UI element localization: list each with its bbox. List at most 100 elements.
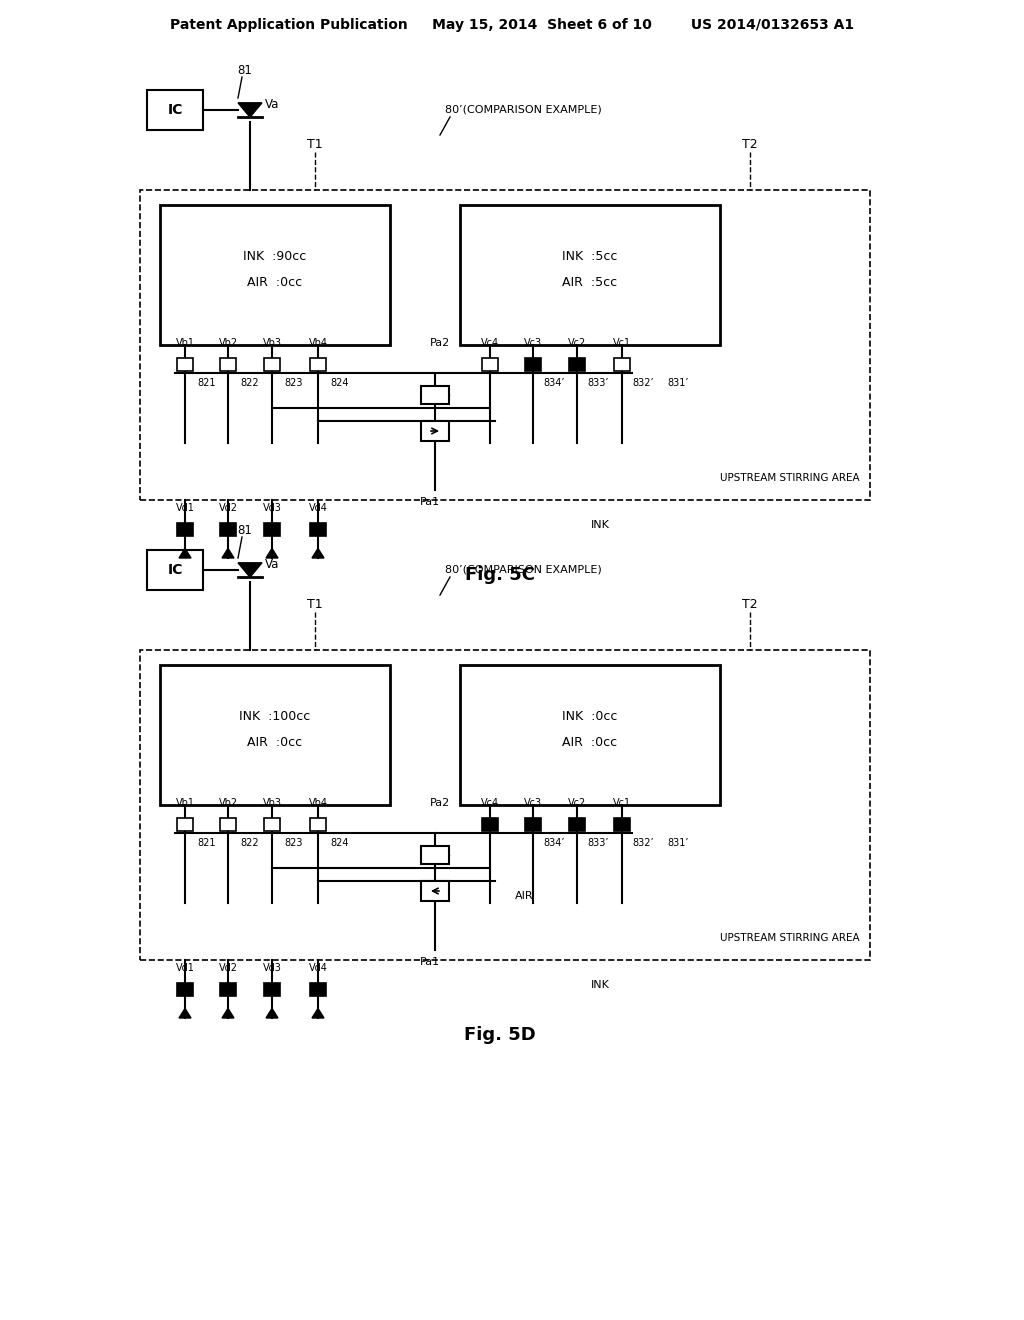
Bar: [160, 205, 390, 345]
Bar: [310, 358, 326, 371]
Text: 833’: 833’: [587, 378, 608, 388]
Text: Va: Va: [265, 99, 280, 111]
Bar: [569, 358, 585, 371]
Bar: [140, 649, 870, 960]
Bar: [460, 205, 720, 345]
Bar: [177, 358, 193, 371]
Text: UPSTREAM STIRRING AREA: UPSTREAM STIRRING AREA: [720, 933, 860, 942]
Text: Vd2: Vd2: [218, 964, 238, 973]
Text: 823: 823: [284, 838, 302, 847]
Text: AIR  :0cc: AIR :0cc: [562, 737, 617, 750]
Text: Vc1: Vc1: [613, 799, 631, 808]
Bar: [177, 983, 193, 997]
Text: T1: T1: [307, 139, 323, 152]
Bar: [614, 818, 630, 832]
Polygon shape: [266, 1008, 278, 1018]
Bar: [147, 90, 203, 129]
Text: 823: 823: [284, 378, 302, 388]
Text: Fig. 5C: Fig. 5C: [465, 566, 535, 583]
Text: IC: IC: [167, 103, 182, 117]
Bar: [264, 983, 280, 997]
Text: 821: 821: [197, 378, 215, 388]
Bar: [569, 818, 585, 832]
Bar: [421, 846, 449, 865]
Text: Vc4: Vc4: [481, 799, 499, 808]
Text: 81: 81: [238, 524, 253, 536]
Text: 824: 824: [330, 838, 348, 847]
Text: Vb3: Vb3: [262, 799, 282, 808]
Text: T1: T1: [307, 598, 323, 611]
Polygon shape: [312, 548, 324, 558]
Bar: [220, 523, 236, 536]
Bar: [482, 358, 498, 371]
Text: IC: IC: [167, 564, 182, 577]
Text: 833’: 833’: [587, 838, 608, 847]
Text: AIR  :0cc: AIR :0cc: [248, 737, 302, 750]
Text: INK  :5cc: INK :5cc: [562, 251, 617, 264]
Text: INK: INK: [591, 520, 609, 531]
Text: 824: 824: [330, 378, 348, 388]
Text: Pa1: Pa1: [420, 957, 440, 968]
Text: Vd4: Vd4: [308, 964, 328, 973]
Text: 831’: 831’: [667, 838, 688, 847]
Polygon shape: [179, 548, 191, 558]
Text: AIR  :0cc: AIR :0cc: [248, 276, 302, 289]
Text: Vc2: Vc2: [568, 799, 586, 808]
Bar: [147, 550, 203, 590]
Bar: [525, 358, 541, 371]
Text: 831’: 831’: [667, 378, 688, 388]
Text: AIR: AIR: [515, 891, 534, 902]
Text: Vb1: Vb1: [175, 338, 195, 348]
Text: Vb1: Vb1: [175, 799, 195, 808]
Text: T2: T2: [742, 598, 758, 611]
Text: Vd1: Vd1: [175, 503, 195, 513]
Bar: [220, 818, 236, 832]
Text: INK  :0cc: INK :0cc: [562, 710, 617, 723]
Text: Fig. 5D: Fig. 5D: [464, 1026, 536, 1044]
Text: Vd4: Vd4: [308, 503, 328, 513]
Bar: [310, 983, 326, 997]
Bar: [614, 358, 630, 371]
Text: Vd3: Vd3: [262, 964, 282, 973]
Polygon shape: [238, 103, 262, 117]
Text: Vc3: Vc3: [524, 799, 542, 808]
Text: Vc4: Vc4: [481, 338, 499, 348]
Bar: [460, 665, 720, 805]
Text: Vb4: Vb4: [308, 338, 328, 348]
Text: Va: Va: [265, 558, 280, 572]
Text: 80’(COMPARISON EXAMPLE): 80’(COMPARISON EXAMPLE): [445, 565, 602, 576]
Polygon shape: [312, 1008, 324, 1018]
Text: Pa1: Pa1: [420, 498, 440, 507]
Bar: [264, 523, 280, 536]
Text: 832’: 832’: [632, 838, 653, 847]
Bar: [310, 818, 326, 832]
Text: 80’(COMPARISON EXAMPLE): 80’(COMPARISON EXAMPLE): [445, 106, 602, 115]
Text: Vd3: Vd3: [262, 503, 282, 513]
Text: Vb4: Vb4: [308, 799, 328, 808]
Bar: [482, 818, 498, 832]
Text: 822: 822: [240, 378, 259, 388]
Text: T2: T2: [742, 139, 758, 152]
Text: 832’: 832’: [632, 378, 653, 388]
Text: INK: INK: [591, 979, 609, 990]
Text: Vd2: Vd2: [218, 503, 238, 513]
Polygon shape: [222, 548, 234, 558]
Text: Vb2: Vb2: [218, 799, 238, 808]
Text: Vc1: Vc1: [613, 338, 631, 348]
Text: 821: 821: [197, 838, 215, 847]
Text: 81: 81: [238, 63, 253, 77]
Bar: [177, 523, 193, 536]
Bar: [177, 818, 193, 832]
Bar: [421, 421, 449, 441]
Text: 834’: 834’: [543, 378, 564, 388]
Text: INK  :90cc: INK :90cc: [244, 251, 306, 264]
Bar: [525, 818, 541, 832]
Bar: [421, 880, 449, 902]
Text: Pa2: Pa2: [430, 799, 451, 808]
Polygon shape: [179, 1008, 191, 1018]
Bar: [220, 358, 236, 371]
Text: 834’: 834’: [543, 838, 564, 847]
Bar: [310, 523, 326, 536]
Polygon shape: [266, 548, 278, 558]
Polygon shape: [238, 562, 262, 577]
